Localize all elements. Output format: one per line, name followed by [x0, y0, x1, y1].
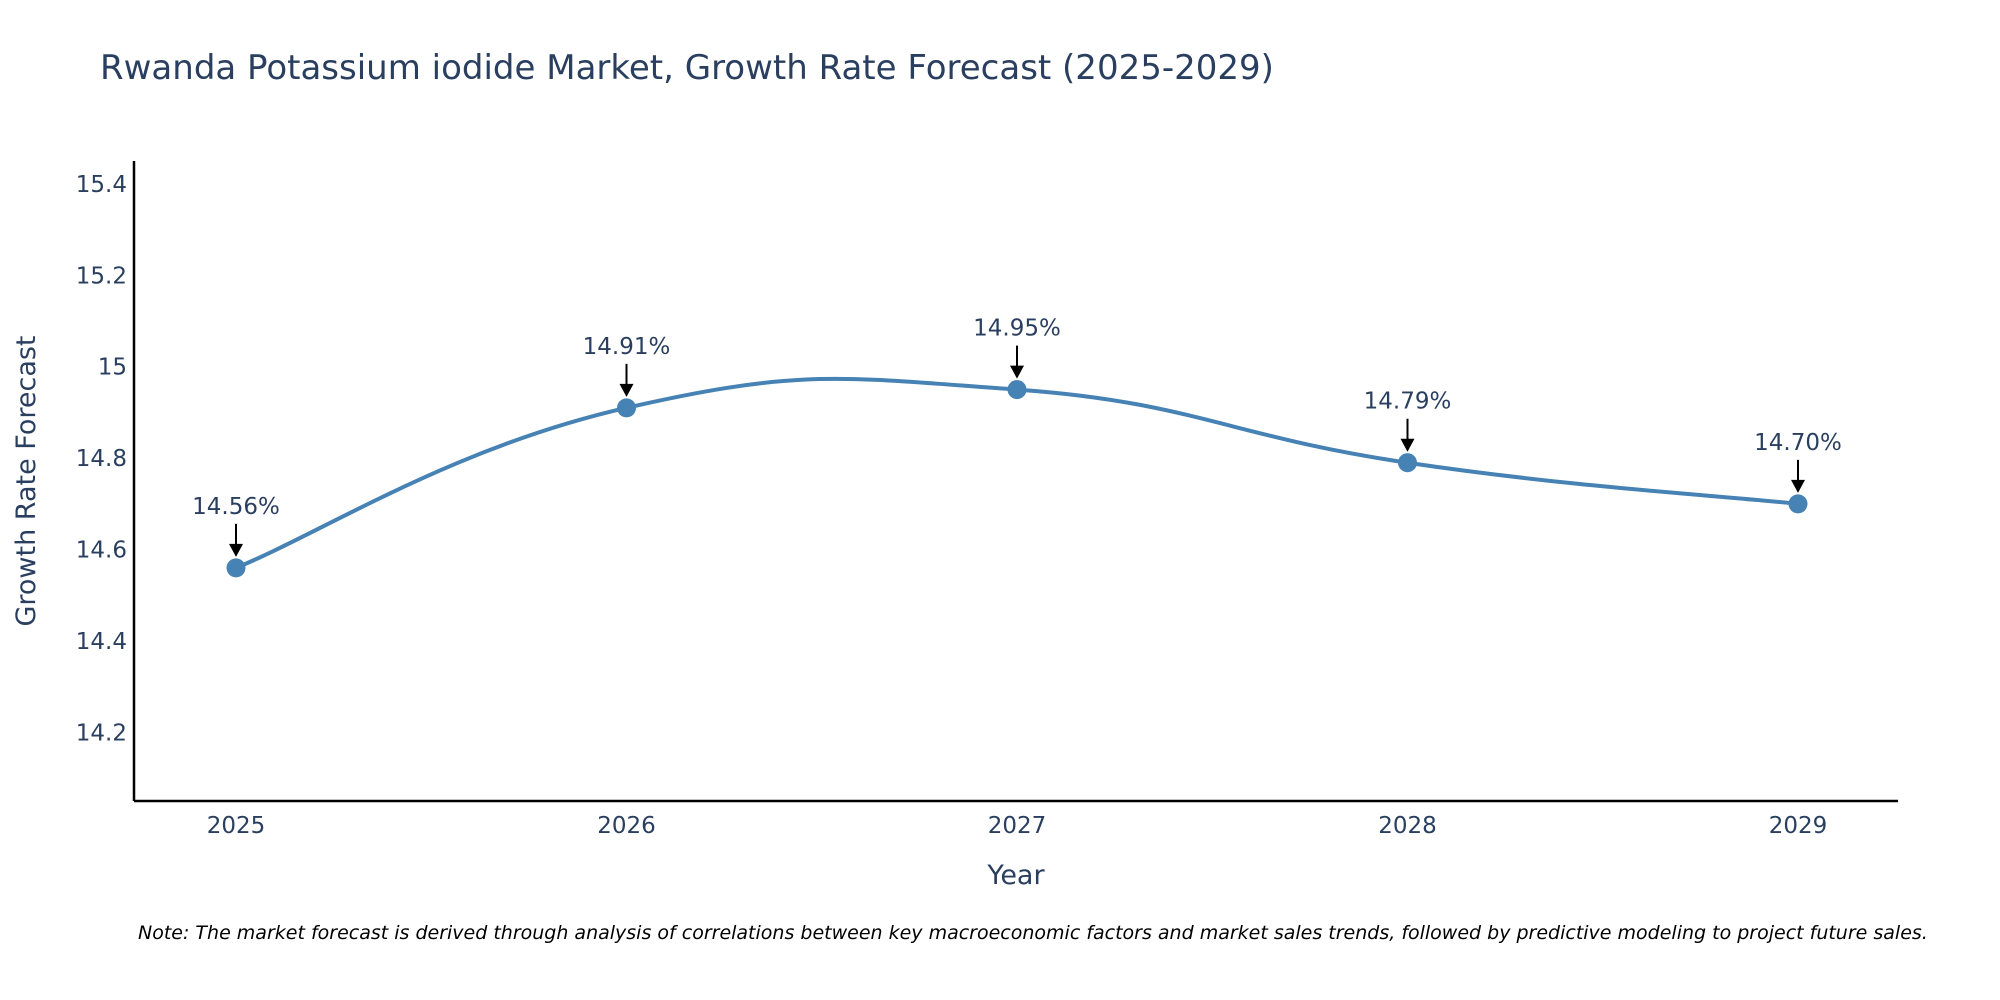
label-arrow-head [229, 543, 243, 557]
y-tick-label: 15 [98, 355, 127, 381]
data-labels: 14.56% 14.91% 14.95% 14.79% 14.70% [192, 316, 1842, 557]
data-label: 14.70% [1754, 430, 1842, 456]
y-tick-label: 15.4 [76, 172, 127, 198]
data-point [617, 398, 636, 418]
y-axis-title: Growth Rate Forecast [11, 335, 42, 626]
data-label: 14.79% [1364, 389, 1452, 415]
x-tick-label: 2027 [988, 813, 1047, 839]
x-axis-title: Year [986, 860, 1045, 891]
y-axis-ticks: 14.2 14.4 14.6 14.8 15 15.2 15.4 [76, 172, 127, 747]
x-tick-label: 2029 [1769, 813, 1828, 839]
x-tick-label: 2025 [207, 813, 266, 839]
y-tick-label: 14.2 [76, 720, 127, 746]
label-arrow-head [1400, 438, 1415, 452]
label-arrow-head [619, 383, 634, 397]
data-label: 14.95% [973, 316, 1061, 342]
data-point [1398, 453, 1417, 473]
x-axis-ticks: 2025 2026 2027 2028 2029 [207, 813, 1828, 839]
series-line [235, 376, 1799, 570]
y-tick-label: 15.2 [76, 263, 127, 289]
data-label: 14.56% [192, 494, 280, 520]
data-point [226, 558, 246, 578]
y-tick-label: 14.6 [76, 538, 127, 564]
data-points [226, 380, 1808, 578]
data-point [1788, 494, 1808, 514]
x-tick-label: 2028 [1378, 813, 1437, 839]
x-tick-label: 2026 [597, 813, 656, 839]
data-point [1007, 380, 1027, 400]
label-arrow-head [1791, 479, 1805, 493]
chart-title: Rwanda Potassium iodide Market, Growth R… [100, 48, 1274, 88]
data-label: 14.91% [583, 334, 671, 360]
y-tick-label: 14.4 [76, 629, 127, 655]
label-arrow-head [1010, 365, 1024, 379]
chart-note: Note: The market forecast is derived thr… [138, 922, 1928, 944]
y-tick-label: 14.8 [76, 446, 127, 472]
